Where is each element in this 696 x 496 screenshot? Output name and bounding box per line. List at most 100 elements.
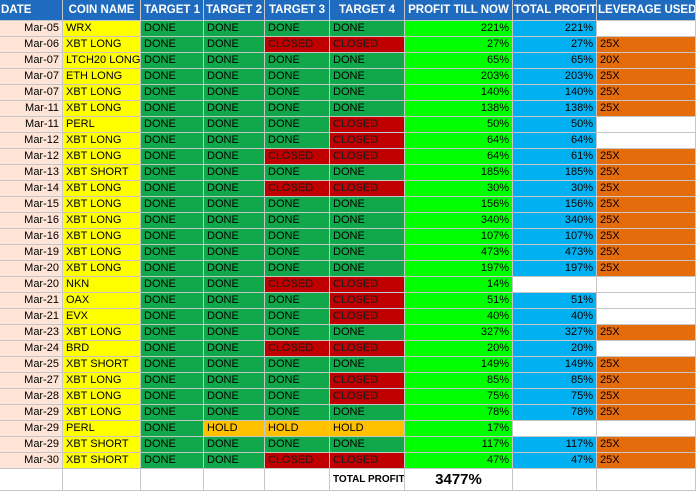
target-2-cell[interactable]: DONE [204,53,265,69]
target-3-cell[interactable]: CLOSED [265,277,330,293]
target-4-cell[interactable]: DONE [330,245,405,261]
date-cell[interactable]: Mar-21 [0,293,63,309]
profit-till-now-cell[interactable]: 65% [405,53,513,69]
profit-till-now-cell[interactable]: 64% [405,133,513,149]
date-cell[interactable]: Mar-14 [0,181,63,197]
profit-till-now-cell[interactable]: 117% [405,437,513,453]
coin-name-cell[interactable]: XBT LONG [63,261,141,277]
target-2-cell[interactable]: DONE [204,325,265,341]
target-3-cell[interactable]: DONE [265,325,330,341]
profit-till-now-cell[interactable]: 156% [405,197,513,213]
target-4-cell[interactable]: DONE [330,69,405,85]
date-cell[interactable]: Mar-11 [0,101,63,117]
target-2-cell[interactable]: DONE [204,37,265,53]
date-cell[interactable]: Mar-20 [0,261,63,277]
leverage-cell[interactable] [597,117,696,133]
target-3-cell[interactable]: DONE [265,261,330,277]
total-profit-cell[interactable]: 340% [513,213,597,229]
target-4-cell[interactable]: CLOSED [330,373,405,389]
target-3-cell[interactable]: CLOSED [265,341,330,357]
target-1-cell[interactable]: DONE [141,389,204,405]
total-profit-cell[interactable]: 30% [513,181,597,197]
profit-till-now-cell[interactable]: 51% [405,293,513,309]
profit-till-now-cell[interactable]: 85% [405,373,513,389]
target-4-cell[interactable]: CLOSED [330,389,405,405]
profit-till-now-cell[interactable]: 107% [405,229,513,245]
target-3-cell[interactable]: CLOSED [265,37,330,53]
coin-name-cell[interactable]: XBT LONG [63,101,141,117]
target-3-cell[interactable]: DONE [265,389,330,405]
leverage-cell[interactable]: 25X [597,213,696,229]
target-2-cell[interactable]: DONE [204,293,265,309]
target-4-cell[interactable]: DONE [330,165,405,181]
date-cell[interactable]: Mar-23 [0,325,63,341]
target-4-cell[interactable]: DONE [330,213,405,229]
profit-till-now-cell[interactable]: 30% [405,181,513,197]
target-2-cell[interactable]: DONE [204,117,265,133]
target-1-cell[interactable]: DONE [141,197,204,213]
leverage-cell[interactable]: 25X [597,101,696,117]
target-4-cell[interactable]: DONE [330,261,405,277]
leverage-cell[interactable]: 20X [597,53,696,69]
profit-till-now-cell[interactable]: 17% [405,421,513,437]
footer-empty-cell[interactable] [265,469,330,491]
date-cell[interactable]: Mar-11 [0,117,63,133]
profit-till-now-cell[interactable]: 197% [405,261,513,277]
coin-name-cell[interactable]: XBT SHORT [63,165,141,181]
target-1-cell[interactable]: DONE [141,245,204,261]
target-1-cell[interactable]: DONE [141,309,204,325]
profit-till-now-cell[interactable]: 64% [405,149,513,165]
leverage-cell[interactable]: 25X [597,165,696,181]
date-cell[interactable]: Mar-21 [0,309,63,325]
target-3-cell[interactable]: DONE [265,53,330,69]
target-4-cell[interactable]: CLOSED [330,309,405,325]
target-1-cell[interactable]: DONE [141,213,204,229]
coin-name-cell[interactable]: ETH LONG [63,69,141,85]
target-3-cell[interactable]: DONE [265,357,330,373]
coin-name-cell[interactable]: NKN [63,277,141,293]
target-1-cell[interactable]: DONE [141,357,204,373]
date-cell[interactable]: Mar-19 [0,245,63,261]
leverage-cell[interactable] [597,341,696,357]
target-4-cell[interactable]: CLOSED [330,117,405,133]
target-1-cell[interactable]: DONE [141,133,204,149]
target-4-cell[interactable]: HOLD [330,421,405,437]
date-cell[interactable]: Mar-06 [0,37,63,53]
target-4-cell[interactable]: CLOSED [330,277,405,293]
header-target-3[interactable]: TARGET 3 [265,0,330,21]
target-4-cell[interactable]: CLOSED [330,293,405,309]
leverage-cell[interactable]: 25X [597,181,696,197]
total-profit-cell[interactable]: 473% [513,245,597,261]
leverage-cell[interactable] [597,21,696,37]
target-3-cell[interactable]: DONE [265,101,330,117]
target-1-cell[interactable]: DONE [141,453,204,469]
target-2-cell[interactable]: DONE [204,149,265,165]
coin-name-cell[interactable]: XBT LONG [63,325,141,341]
profit-till-now-cell[interactable]: 473% [405,245,513,261]
target-2-cell[interactable]: DONE [204,277,265,293]
profit-till-now-cell[interactable]: 185% [405,165,513,181]
date-cell[interactable]: Mar-16 [0,229,63,245]
leverage-cell[interactable]: 25X [597,357,696,373]
total-profit-cell[interactable]: 40% [513,309,597,325]
leverage-cell[interactable]: 25X [597,197,696,213]
target-3-cell[interactable]: DONE [265,69,330,85]
coin-name-cell[interactable]: XBT LONG [63,405,141,421]
date-cell[interactable]: Mar-16 [0,213,63,229]
footer-empty-cell[interactable] [141,469,204,491]
total-profit-cell[interactable] [513,421,597,437]
profit-till-now-cell[interactable]: 78% [405,405,513,421]
target-4-cell[interactable]: CLOSED [330,149,405,165]
total-profit-cell[interactable]: 107% [513,229,597,245]
leverage-cell[interactable]: 25X [597,405,696,421]
date-cell[interactable]: Mar-15 [0,197,63,213]
coin-name-cell[interactable]: BRD [63,341,141,357]
profit-till-now-cell[interactable]: 47% [405,453,513,469]
coin-name-cell[interactable]: XBT LONG [63,85,141,101]
date-cell[interactable]: Mar-07 [0,69,63,85]
leverage-cell[interactable] [597,133,696,149]
target-1-cell[interactable]: DONE [141,101,204,117]
coin-name-cell[interactable]: PERL [63,421,141,437]
target-1-cell[interactable]: DONE [141,117,204,133]
profit-till-now-cell[interactable]: 27% [405,37,513,53]
